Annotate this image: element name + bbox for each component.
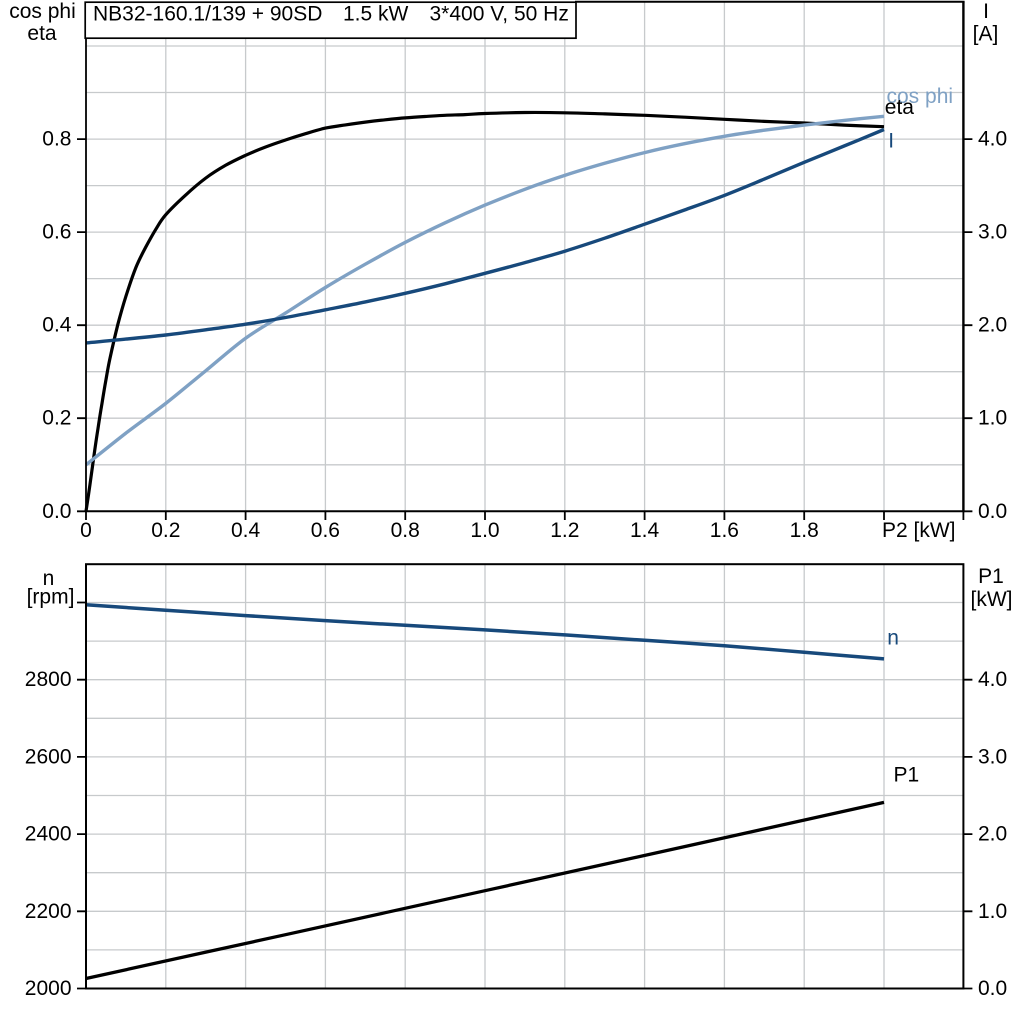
svg-text:eta: eta (27, 22, 57, 45)
svg-text:0.8: 0.8 (42, 128, 71, 151)
svg-text:1.0: 1.0 (978, 407, 1007, 430)
svg-text:4.0: 4.0 (978, 668, 1007, 691)
svg-text:1.2: 1.2 (550, 519, 579, 542)
svg-text:[kW]: [kW] (971, 588, 1013, 611)
svg-text:eta: eta (885, 96, 915, 119)
svg-text:1.8: 1.8 (790, 519, 819, 542)
svg-text:0.0: 0.0 (978, 977, 1007, 1000)
svg-text:P2 [kW]: P2 [kW] (882, 519, 956, 542)
svg-text:[A]: [A] (973, 23, 999, 46)
svg-text:0.2: 0.2 (42, 407, 71, 430)
svg-text:1.6: 1.6 (710, 519, 739, 542)
svg-text:2.0: 2.0 (978, 314, 1007, 337)
svg-text:cos phi: cos phi (9, 0, 76, 23)
svg-text:0.4: 0.4 (42, 314, 72, 337)
svg-text:3.0: 3.0 (978, 745, 1007, 768)
svg-text:2600: 2600 (25, 745, 72, 768)
svg-text:0: 0 (80, 519, 92, 542)
svg-text:0.2: 0.2 (151, 519, 180, 542)
svg-text:0.0: 0.0 (978, 500, 1007, 523)
svg-text:0.4: 0.4 (231, 519, 261, 542)
svg-text:P1: P1 (978, 565, 1004, 588)
svg-text:2200: 2200 (25, 900, 72, 923)
svg-text:1.4: 1.4 (630, 519, 660, 542)
svg-text:2.0: 2.0 (978, 823, 1007, 846)
svg-text:3*400 V, 50 Hz: 3*400 V, 50 Hz (430, 3, 569, 26)
svg-text:1.0: 1.0 (470, 519, 499, 542)
svg-text:I: I (888, 129, 894, 152)
svg-text:3.0: 3.0 (978, 221, 1007, 244)
svg-text:I: I (983, 0, 989, 23)
svg-text:[rpm]: [rpm] (27, 586, 75, 609)
svg-text:2800: 2800 (25, 668, 72, 691)
svg-text:2000: 2000 (25, 977, 72, 1000)
svg-text:2400: 2400 (25, 823, 72, 846)
svg-text:cos phi: cos phi (887, 85, 954, 108)
svg-text:0.6: 0.6 (311, 519, 340, 542)
svg-text:0.8: 0.8 (391, 519, 420, 542)
svg-text:n: n (43, 567, 55, 590)
svg-text:n: n (887, 627, 899, 650)
svg-text:0.0: 0.0 (42, 500, 71, 523)
svg-text:P1: P1 (894, 764, 920, 787)
svg-text:NB32-160.1/139 + 90SD: NB32-160.1/139 + 90SD (93, 3, 322, 26)
svg-text:1.5 kW: 1.5 kW (343, 3, 409, 26)
svg-text:4.0: 4.0 (978, 128, 1007, 151)
svg-text:0.6: 0.6 (42, 221, 71, 244)
svg-text:1.0: 1.0 (978, 900, 1007, 923)
